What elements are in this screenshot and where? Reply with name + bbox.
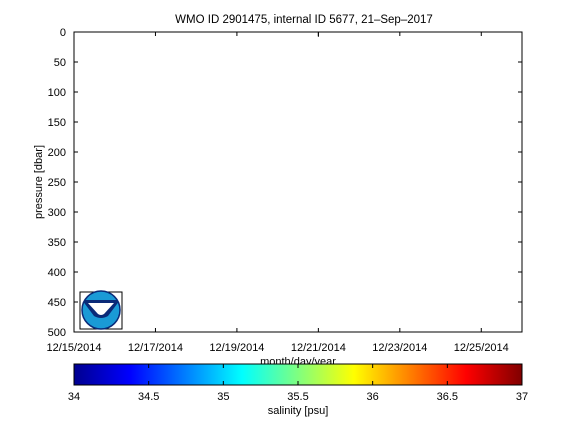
y-tick-label: 0 [60,27,66,39]
colorbar-tick-label: 34 [68,391,80,403]
y-tick-label: 300 [48,207,66,219]
plot-area [73,31,523,333]
chart-title: WMO ID 2901475, internal ID 5677, 21–Sep… [175,14,433,26]
x-tick-label: 12/21/2014 [291,342,346,354]
y-tick-label: 100 [48,87,66,99]
x-tick-label: 12/15/2014 [46,342,101,354]
x-axis: 12/15/2014 12/17/2014 12/19/2014 12/21/2014… [46,32,509,354]
x-tick-label: 12/25/2014 [454,342,509,354]
y-tick-label: 250 [48,177,66,189]
y-tick-label: 400 [48,267,66,279]
colorbar-tick-label: 35 [217,391,229,403]
colorbar-tick-label: 35.5 [287,391,308,403]
colorbar-tick-label: 36.5 [437,391,458,403]
y-tick-label: 350 [48,237,66,249]
colorbar-tick-label: 37 [516,391,528,403]
colorbar-label: salinity [psu] [268,405,329,417]
y-tick-label: 200 [48,147,66,159]
x-tick-label: 12/19/2014 [209,342,264,354]
colorbar-tick-label: 34.5 [138,391,159,403]
colorbar-ticks: 34 34.5 35 35.5 36 36.5 37 [68,364,528,403]
y-axis-label: pressure [dbar] [33,145,45,219]
y-axis: 0 50 100 150 200 250 300 350 400 450 500 [48,27,522,339]
y-tick-label: 450 [48,297,66,309]
y-tick-label: 150 [48,117,66,129]
y-tick-label: 50 [54,57,66,69]
colorbar-tick-label: 36 [367,391,379,403]
y-tick-label: 500 [48,327,66,339]
noaa-logo [79,290,123,330]
x-tick-label: 12/23/2014 [372,342,427,354]
x-tick-label: 12/17/2014 [128,342,183,354]
